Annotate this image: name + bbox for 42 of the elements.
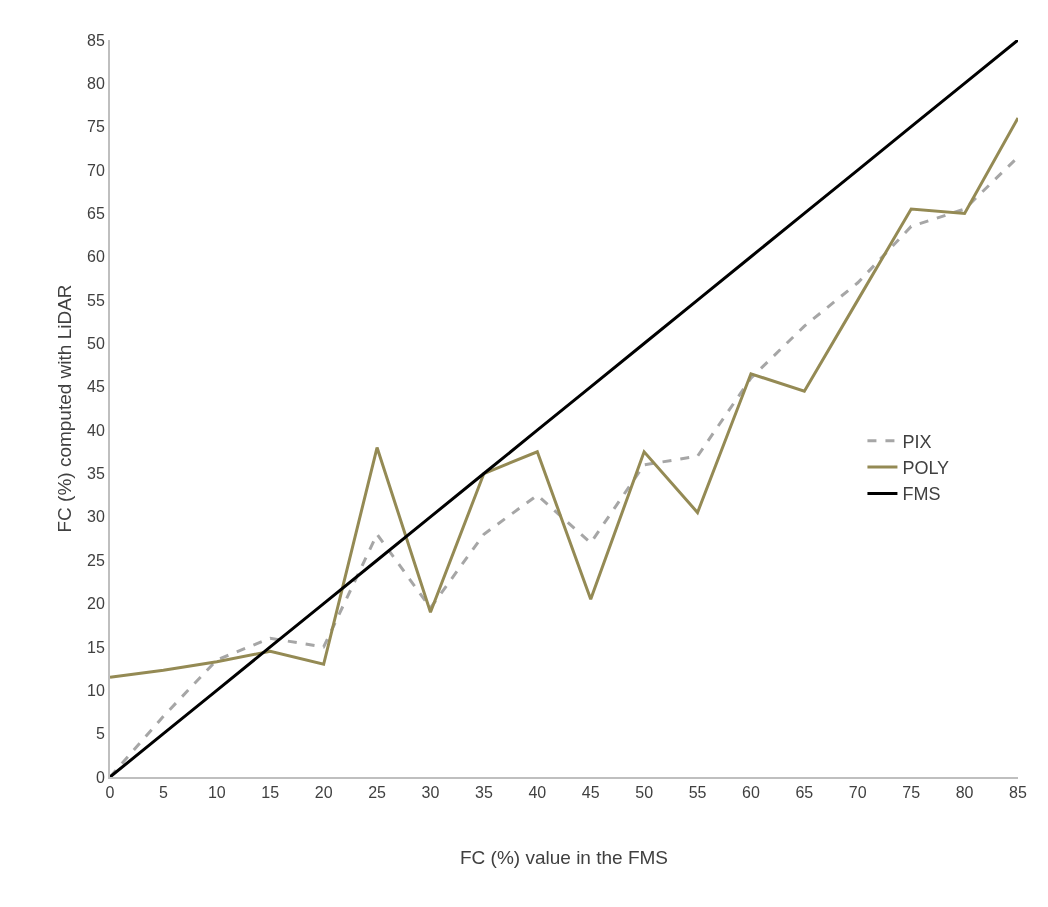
x-tick-label: 75 — [902, 784, 921, 802]
x-tick-label: 5 — [158, 784, 168, 802]
x-tick-label: 25 — [368, 784, 387, 802]
x-tick-label: 50 — [635, 784, 654, 802]
x-tick-label: 10 — [207, 784, 226, 802]
x-tick-label: 55 — [688, 784, 707, 802]
y-tick-label: 35 — [87, 465, 105, 483]
x-tick-label: 35 — [474, 784, 493, 802]
legend-label: PIX — [902, 431, 932, 452]
x-tick-label: 20 — [314, 784, 333, 802]
x-tick-label: 80 — [955, 784, 974, 802]
y-tick-label: 25 — [87, 551, 105, 569]
y-tick-label: 10 — [87, 681, 105, 699]
y-tick-label: 70 — [87, 161, 105, 179]
x-tick-label: 30 — [421, 784, 440, 802]
y-axis-title: FC (%) computed with LiDAR — [54, 284, 76, 533]
y-tick-label: 0 — [95, 768, 105, 786]
y-tick-label: 5 — [95, 725, 105, 743]
y-tick-label: 60 — [87, 248, 105, 266]
y-tick-label: 65 — [87, 205, 105, 223]
y-tick-label: 50 — [87, 335, 105, 353]
y-tick-label: 80 — [87, 74, 105, 92]
legend-label: POLY — [902, 458, 950, 479]
legend-label: FMS — [902, 484, 941, 505]
x-tick-label: 85 — [1009, 784, 1027, 802]
x-tick-label: 65 — [795, 784, 814, 802]
y-tick-label: 40 — [87, 421, 105, 439]
y-tick-label: 15 — [87, 638, 105, 656]
x-tick-label: 15 — [261, 784, 280, 802]
y-tick-label: 55 — [87, 291, 105, 309]
x-tick-label: 70 — [848, 784, 867, 802]
x-tick-label: 45 — [581, 784, 600, 802]
y-tick-label: 30 — [87, 508, 105, 526]
y-tick-label: 45 — [87, 378, 105, 396]
y-tick-label: 20 — [87, 595, 105, 613]
line-series — [110, 116, 1018, 679]
x-tick-label: 60 — [742, 784, 760, 802]
y-tick-label: 85 — [87, 31, 105, 49]
x-tick-label: 40 — [528, 784, 547, 802]
y-tick-label: 75 — [87, 118, 105, 136]
line-series — [110, 40, 1018, 777]
x-axis-title: FC (%) value in the FMS — [460, 846, 668, 868]
